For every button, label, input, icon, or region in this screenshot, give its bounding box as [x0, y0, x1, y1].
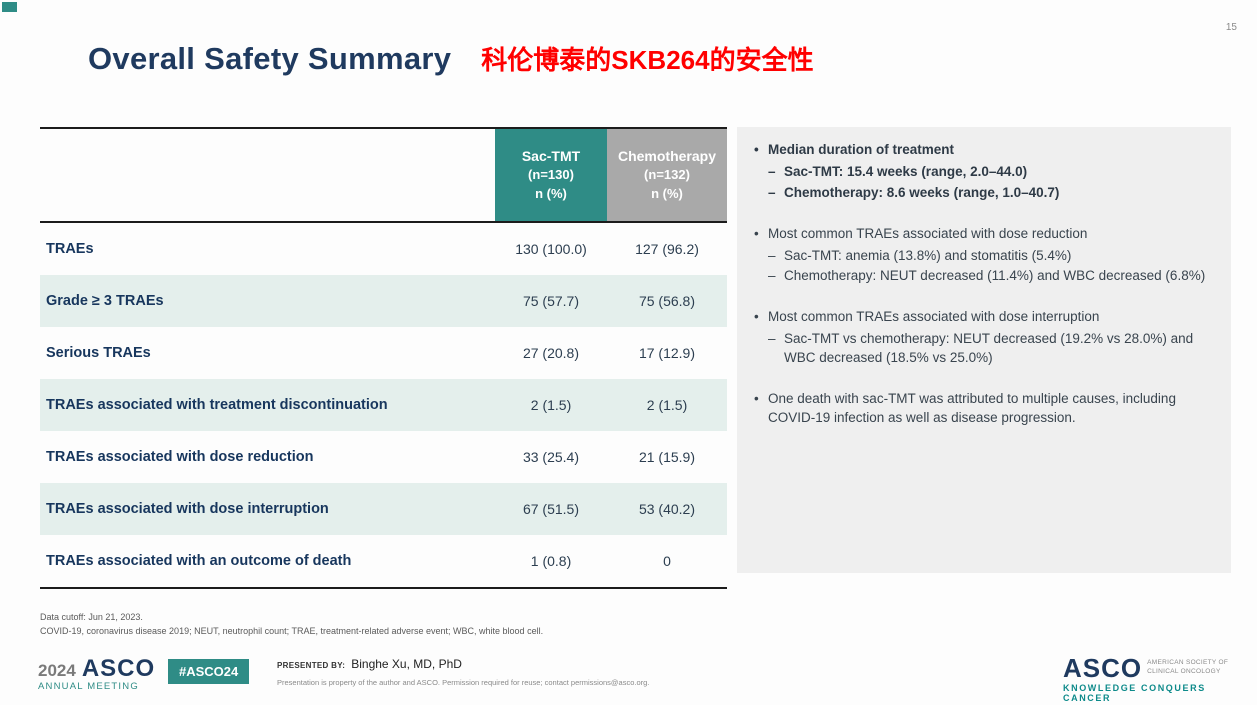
- row-label: Grade ≥ 3 TRAEs: [46, 293, 164, 309]
- page-number: 15: [1225, 22, 1237, 33]
- row-sac-value: 1 (0.8): [530, 553, 572, 569]
- table-row: Grade ≥ 3 TRAEs 75 (57.7) 75 (56.8): [40, 275, 727, 327]
- table-header-row: Sac-TMT (n=130) n (%) Chemotherapy (n=13…: [40, 128, 727, 223]
- asco-meeting-logo: 2024 ASCO ANNUAL MEETING: [38, 655, 155, 692]
- row-label: TRAEs associated with dose interruption: [46, 501, 329, 517]
- row-label: TRAEs associated with dose reduction: [46, 449, 314, 465]
- bullet-item: Most common TRAEs associated with dose i…: [753, 308, 1215, 327]
- safety-summary-table: Sac-TMT (n=130) n (%) Chemotherapy (n=13…: [40, 127, 727, 589]
- annual-meeting-label: ANNUAL MEETING: [38, 681, 139, 692]
- sub-item: Chemotherapy: 8.6 weeks (range, 1.0–40.7…: [768, 184, 1215, 203]
- bullet-item: Most common TRAEs associated with dose r…: [753, 225, 1215, 244]
- row-sac-value: 27 (20.8): [522, 345, 580, 361]
- asco-org-name: AMERICAN SOCIETY OF CLINICAL ONCOLOGY: [1147, 655, 1228, 676]
- header-chemotherapy: Chemotherapy (n=132) n (%): [607, 128, 727, 223]
- footer: 2024 ASCO ANNUAL MEETING #ASCO24 PRESENT…: [0, 653, 1257, 705]
- header-blank-cell: [40, 128, 495, 223]
- page-subtitle-chinese: 科伦博泰的SKB264的安全性: [481, 45, 814, 75]
- bullet-group-death: One death with sac-TMT was attributed to…: [753, 390, 1215, 428]
- bullet-group-duration: Median duration of treatment Sac-TMT: 15…: [753, 141, 1215, 203]
- logo-year: 2024: [38, 661, 76, 680]
- row-sac-value: 130 (100.0): [515, 241, 587, 257]
- hashtag-badge: #ASCO24: [168, 659, 250, 684]
- table-row: TRAEs 130 (100.0) 127 (96.2): [40, 222, 727, 275]
- row-chemo-value: 2 (1.5): [646, 397, 688, 413]
- bullet-group-dose-reduction: Most common TRAEs associated with dose r…: [753, 225, 1215, 287]
- table-row: TRAEs associated with dose reduction 33 …: [40, 431, 727, 483]
- row-chemo-value: 53 (40.2): [638, 501, 696, 517]
- row-chemo-value: 75 (56.8): [638, 293, 696, 309]
- row-sac-value: 75 (57.7): [522, 293, 580, 309]
- asco-org-line: AMERICAN SOCIETY OF: [1147, 659, 1229, 666]
- row-sac-value: 67 (51.5): [522, 501, 580, 517]
- title-row: Overall Safety Summary 科伦博泰的SKB264的安全性: [88, 40, 814, 77]
- bullet-item: One death with sac-TMT was attributed to…: [753, 390, 1215, 428]
- asco-tagline: KNOWLEDGE CONQUERS CANCER: [1063, 683, 1206, 703]
- chemo-column-name: Chemotherapy: [617, 148, 717, 164]
- asco-wordmark: ASCO: [1063, 653, 1143, 683]
- row-chemo-value: 127 (96.2): [635, 241, 699, 257]
- chemo-column-metric: n (%): [651, 186, 683, 202]
- row-label: TRAEs associated with an outcome of deat…: [46, 553, 352, 569]
- presented-by-block: PRESENTED BY: Binghe Xu, MD, PhD Present…: [277, 657, 649, 687]
- sac-column-name: Sac-TMT: [521, 148, 581, 164]
- row-label: TRAEs associated with treatment disconti…: [46, 397, 388, 413]
- permission-disclaimer: Presentation is property of the author a…: [277, 678, 650, 687]
- corner-accent: [2, 2, 17, 12]
- row-chemo-value: 17 (12.9): [638, 345, 696, 361]
- table-row: Serious TRAEs 27 (20.8) 17 (12.9): [40, 327, 727, 379]
- page-title: Overall Safety Summary: [88, 41, 452, 76]
- presenter-name: Binghe Xu, MD, PhD: [351, 657, 462, 671]
- sac-column-metric: n (%): [535, 186, 567, 202]
- bullet-group-dose-interruption: Most common TRAEs associated with dose i…: [753, 308, 1215, 368]
- sac-column-n: (n=130): [528, 167, 574, 183]
- table-row: TRAEs associated with dose interruption …: [40, 483, 727, 535]
- footnotes: Data cutoff: Jun 21, 2023. COVID-19, cor…: [40, 610, 543, 639]
- table-row: TRAEs associated with treatment disconti…: [40, 379, 727, 431]
- table-row: TRAEs associated with an outcome of deat…: [40, 535, 727, 588]
- header-sac-tmt: Sac-TMT (n=130) n (%): [495, 128, 607, 223]
- sub-item: Chemotherapy: NEUT decreased (11.4%) and…: [768, 267, 1215, 286]
- sub-item: Sac-TMT: 15.4 weeks (range, 2.0–44.0): [768, 163, 1215, 182]
- sub-item: Sac-TMT: anemia (13.8%) and stomatitis (…: [768, 247, 1215, 266]
- row-label: TRAEs: [46, 241, 94, 257]
- asco-wordmark: ASCO: [81, 655, 156, 682]
- footnote-line: COVID-19, coronavirus disease 2019; NEUT…: [40, 626, 544, 637]
- row-chemo-value: 21 (15.9): [638, 449, 696, 465]
- row-label: Serious TRAEs: [46, 345, 151, 361]
- asco-org-logo: ASCO AMERICAN SOCIETY OF CLINICAL ONCOLO…: [1063, 655, 1257, 703]
- bullet-item: Median duration of treatment: [753, 141, 1215, 160]
- footnote-line: Data cutoff: Jun 21, 2023.: [40, 612, 143, 622]
- key-findings-panel: Median duration of treatment Sac-TMT: 15…: [737, 127, 1231, 573]
- presented-by-label: PRESENTED BY:: [277, 661, 346, 670]
- row-chemo-value: 0: [663, 553, 671, 569]
- row-sac-value: 33 (25.4): [522, 449, 580, 465]
- row-sac-value: 2 (1.5): [530, 397, 572, 413]
- chemo-column-n: (n=132): [644, 167, 690, 183]
- sub-item: Sac-TMT vs chemotherapy: NEUT decreased …: [768, 330, 1215, 368]
- asco-org-line: CLINICAL ONCOLOGY: [1147, 668, 1221, 676]
